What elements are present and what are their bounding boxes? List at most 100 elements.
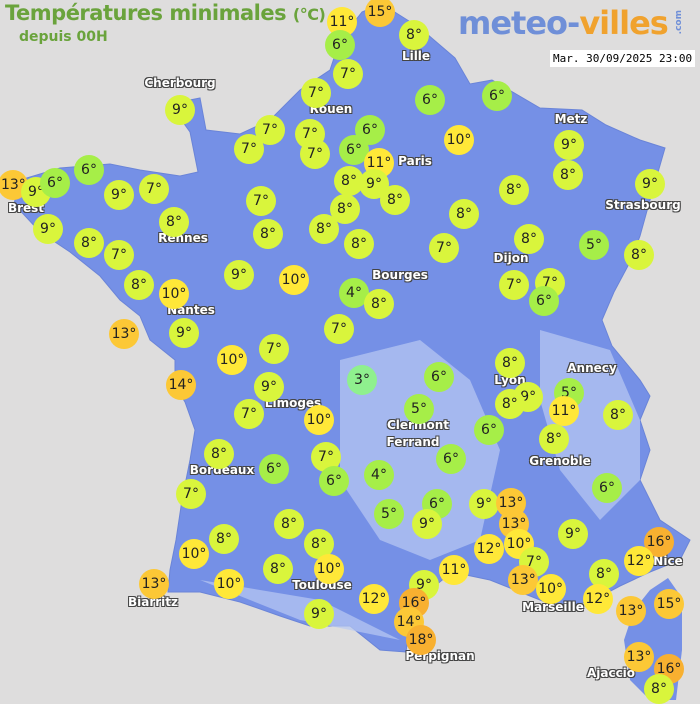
temperature-marker[interactable]: 12° <box>582 584 613 614</box>
temperature-marker[interactable]: 10° <box>179 539 209 569</box>
temperature-marker[interactable]: 8° <box>253 219 283 249</box>
temperature-marker[interactable]: 8° <box>449 199 479 229</box>
temperature-marker[interactable]: 9° <box>254 371 284 402</box>
temperature-marker[interactable]: 8° <box>539 424 569 454</box>
temperature-marker[interactable]: 8° <box>644 674 674 704</box>
temperature-marker[interactable]: 9° <box>165 95 195 125</box>
temperature-marker[interactable]: 13° <box>508 565 539 596</box>
temperature-marker[interactable]: 7° <box>301 77 331 108</box>
temperature-marker[interactable]: 13° <box>616 596 646 626</box>
temperature-marker[interactable]: 9° <box>469 489 499 519</box>
temperature-marker[interactable]: 12° <box>474 534 504 564</box>
temperature-marker[interactable]: 9° <box>558 519 588 549</box>
temperature-marker[interactable]: 9° <box>224 260 254 290</box>
temperature-marker[interactable]: 13° <box>139 569 169 599</box>
temperature-marker[interactable]: 6° <box>74 155 104 185</box>
temperature-marker[interactable]: 6° <box>474 415 504 445</box>
temperature-marker[interactable]: 4° <box>364 460 394 490</box>
temperature-marker[interactable]: 8° <box>309 214 339 244</box>
temperature-marker[interactable]: 11° <box>439 555 469 585</box>
temperature-marker[interactable]: 8° <box>399 20 429 50</box>
temperature-marker[interactable]: 13° <box>624 641 654 672</box>
temperature-marker[interactable]: 15° <box>365 0 395 27</box>
temperature-marker[interactable]: 10° <box>535 574 566 604</box>
temperature-marker[interactable]: 8° <box>344 229 374 259</box>
temperature-marker[interactable]: 10° <box>314 554 344 584</box>
temperature-marker[interactable]: 5° <box>374 499 404 529</box>
temperature-marker[interactable]: 8° <box>494 389 525 419</box>
temperature-marker[interactable]: 4° <box>339 278 369 308</box>
temperature-marker[interactable]: 8° <box>603 400 633 430</box>
temperature-marker[interactable]: 6° <box>40 168 70 198</box>
temperature-value: 6° <box>599 480 615 496</box>
temperature-marker[interactable]: 8° <box>553 160 583 190</box>
temperature-marker[interactable]: 5° <box>579 230 609 260</box>
temperature-marker[interactable]: 6° <box>482 81 512 111</box>
temperature-marker[interactable]: 12° <box>624 545 654 576</box>
temperature-marker[interactable]: 8° <box>263 554 293 584</box>
temperature-marker[interactable]: 9° <box>169 318 199 348</box>
temperature-marker[interactable]: 8° <box>624 240 654 270</box>
temperature-marker[interactable]: 7° <box>139 174 169 204</box>
temperature-marker[interactable]: 8° <box>74 228 104 258</box>
temperature-marker[interactable]: 7° <box>104 240 134 270</box>
temperature-marker[interactable]: 12° <box>359 584 389 614</box>
temperature-marker[interactable]: 11° <box>549 396 579 427</box>
temperature-marker[interactable]: 10° <box>214 569 244 599</box>
temperature-marker[interactable]: 10° <box>304 404 334 435</box>
temperature-marker[interactable]: 8° <box>495 348 525 378</box>
temperature-marker[interactable]: 7° <box>246 186 276 216</box>
temperature-marker[interactable]: 6° <box>415 85 445 115</box>
temperature-marker[interactable]: 6° <box>436 444 466 474</box>
temperature-marker[interactable]: 8° <box>380 185 410 215</box>
temperature-marker[interactable]: 6° <box>424 362 454 392</box>
meteo-villes-logo[interactable]: meteo-villes .com <box>458 4 684 42</box>
temperature-marker[interactable]: 7° <box>324 314 354 344</box>
temperature-marker[interactable]: 6° <box>259 454 289 484</box>
temperature-marker[interactable]: 10° <box>444 125 474 155</box>
temperature-marker[interactable]: 10° <box>279 265 309 295</box>
temperature-marker[interactable]: 7° <box>429 233 459 263</box>
temperature-marker[interactable]: 7° <box>259 334 289 364</box>
temperature-marker[interactable]: 6° <box>355 115 385 145</box>
temperature-marker[interactable]: 8° <box>364 289 394 319</box>
temperature-marker[interactable]: 6° <box>319 466 349 496</box>
temperature-marker[interactable]: 9° <box>412 509 442 539</box>
temperature-marker[interactable]: 8° <box>514 224 544 254</box>
temperature-marker[interactable]: 7° <box>234 134 264 164</box>
temperature-marker[interactable]: 8° <box>204 438 234 469</box>
temperature-marker[interactable]: 3° <box>347 365 377 395</box>
temperature-marker[interactable]: 6° <box>592 473 622 503</box>
temperature-marker[interactable]: 9° <box>359 169 389 199</box>
temperature-marker[interactable]: 8° <box>334 166 364 196</box>
temperature-marker[interactable]: 7° <box>255 115 285 145</box>
temperature-marker[interactable]: 7° <box>499 270 529 300</box>
temperature-marker[interactable]: 9° <box>104 180 134 210</box>
temperature-marker[interactable]: 9° <box>554 130 584 160</box>
temperature-marker[interactable]: 7° <box>333 59 363 89</box>
temperature-marker[interactable]: 7° <box>300 139 330 169</box>
temperature-marker[interactable]: 8° <box>304 529 334 559</box>
temperature-marker[interactable]: 5° <box>404 394 434 424</box>
temperature-marker[interactable]: 10° <box>159 278 189 309</box>
temperature-marker[interactable]: 8° <box>159 206 189 237</box>
temperature-marker[interactable]: 7° <box>234 399 264 429</box>
temperature-marker[interactable]: 8° <box>589 559 619 589</box>
temperature-marker[interactable]: 8° <box>499 175 529 205</box>
temperature-marker[interactable]: 15° <box>654 589 684 619</box>
temperature-marker[interactable]: 18° <box>406 624 436 655</box>
temperature-marker[interactable]: 9° <box>304 599 334 629</box>
temperature-marker[interactable]: 13° <box>109 319 139 349</box>
temperature-marker[interactable]: 16° <box>654 654 684 684</box>
temperature-marker[interactable]: 9° <box>635 169 665 199</box>
temperature-marker[interactable]: 8° <box>124 270 154 300</box>
temperature-marker[interactable]: 7° <box>176 479 206 509</box>
temperature-marker[interactable]: 6° <box>529 286 559 317</box>
temperature-marker[interactable]: 6° <box>325 30 355 60</box>
temperature-marker[interactable]: 9° <box>33 214 63 244</box>
temperature-marker[interactable]: 8° <box>209 524 239 554</box>
temperature-marker[interactable]: 16° <box>644 527 674 558</box>
temperature-marker[interactable]: 14° <box>166 370 196 400</box>
temperature-marker[interactable]: 8° <box>274 509 304 539</box>
temperature-marker[interactable]: 10° <box>217 345 247 375</box>
